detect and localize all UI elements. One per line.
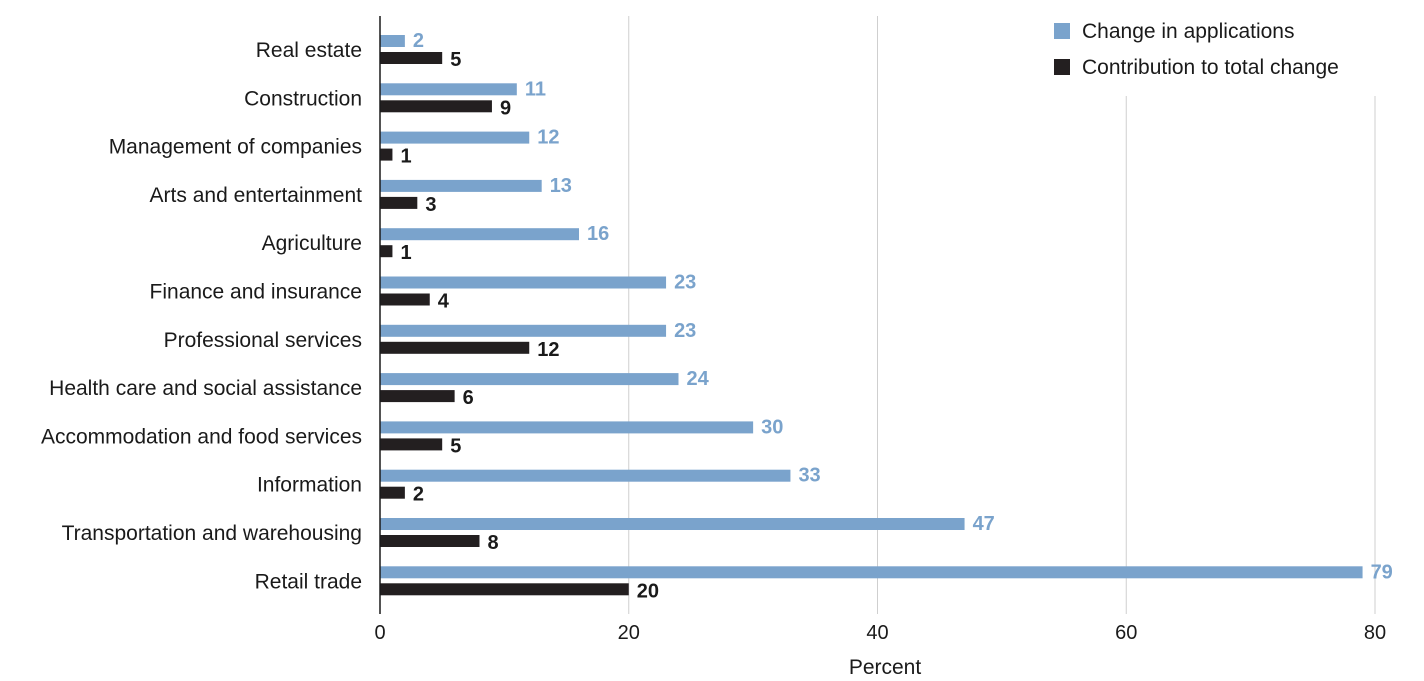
category-label: Finance and insurance — [150, 281, 362, 304]
bar-contribution-to-total-change — [380, 390, 455, 403]
legend: Change in applications Contribution to to… — [1054, 20, 1339, 79]
x-axis-title: Percent — [849, 656, 922, 679]
data-label-contribution-to-total-change: 4 — [438, 291, 450, 313]
data-label-change-in-applications: 11 — [525, 78, 546, 100]
data-label-contribution-to-total-change: 1 — [400, 242, 411, 264]
x-tick-label: 80 — [1364, 622, 1386, 644]
bar-contribution-to-total-change — [380, 52, 443, 64]
category-label: Accommodation and food services — [41, 425, 362, 448]
category-label: Arts and entertainment — [150, 184, 363, 207]
data-label-contribution-to-total-change: 1 — [400, 146, 411, 168]
data-label-change-in-applications: 13 — [550, 175, 572, 197]
category-label: Health care and social assistance — [49, 377, 362, 400]
bar-contribution-to-total-change — [380, 100, 492, 113]
data-label-contribution-to-total-change: 12 — [537, 339, 559, 361]
data-label-contribution-to-total-change: 2 — [413, 484, 424, 506]
x-axis-ticks: 0 20 40 60 80 — [374, 622, 1386, 644]
bar-contribution-to-total-change — [380, 341, 530, 354]
category-label: Professional services — [164, 329, 362, 352]
data-label-contribution-to-total-change: 20 — [637, 580, 659, 602]
bar-change-in-applications — [380, 83, 517, 96]
x-tick-label: 40 — [866, 622, 888, 644]
category-labels: Real estate Construction Management of com… — [41, 39, 362, 593]
bar-contribution-to-total-change — [380, 148, 393, 161]
bar-change-in-applications — [380, 324, 667, 337]
value-labels: 2 5 11 9 12 1 13 3 16 1 23 4 23 12 24 6 30 5 33 2 47 8 79 20 — [400, 30, 1392, 602]
data-label-change-in-applications: 23 — [674, 272, 696, 294]
data-label-change-in-applications: 24 — [687, 368, 710, 390]
data-label-change-in-applications: 2 — [413, 30, 424, 52]
category-label: Agriculture — [262, 232, 362, 255]
bar-change-in-applications — [380, 131, 530, 144]
bar-change-in-applications — [380, 35, 405, 47]
category-label: Retail trade — [255, 570, 362, 593]
bar-change-in-applications — [380, 566, 1363, 579]
legend-label: Change in applications — [1082, 20, 1294, 43]
data-label-contribution-to-total-change: 9 — [500, 97, 511, 119]
gridlines — [628, 16, 1376, 614]
bar-change-in-applications — [380, 179, 542, 192]
category-label: Management of companies — [109, 136, 362, 159]
bar-change-in-applications — [380, 469, 791, 482]
bars — [380, 35, 1363, 596]
legend-label: Contribution to total change — [1082, 56, 1339, 79]
category-label: Real estate — [256, 39, 362, 62]
bar-contribution-to-total-change — [380, 245, 393, 258]
x-tick-label: 0 — [374, 622, 385, 644]
bar-contribution-to-total-change — [380, 583, 629, 596]
category-label: Construction — [244, 87, 362, 110]
data-label-contribution-to-total-change: 6 — [463, 387, 474, 409]
bar-change-in-applications — [380, 276, 667, 289]
bar-change-in-applications — [380, 228, 579, 241]
data-label-contribution-to-total-change: 3 — [425, 194, 436, 216]
bar-change-in-applications — [380, 421, 754, 434]
data-label-change-in-applications: 16 — [587, 223, 609, 245]
legend-swatch — [1054, 59, 1070, 75]
data-label-change-in-applications: 47 — [973, 513, 995, 535]
bar-contribution-to-total-change — [380, 293, 430, 306]
data-label-contribution-to-total-change: 5 — [450, 49, 461, 71]
data-label-contribution-to-total-change: 5 — [450, 435, 461, 457]
bar-contribution-to-total-change — [380, 438, 443, 451]
data-label-change-in-applications: 30 — [761, 416, 783, 438]
data-label-change-in-applications: 23 — [674, 320, 696, 342]
bar-contribution-to-total-change — [380, 486, 405, 499]
data-label-change-in-applications: 33 — [798, 465, 820, 487]
legend-swatch — [1054, 23, 1070, 39]
bar-contribution-to-total-change — [380, 535, 480, 547]
data-label-contribution-to-total-change: 8 — [488, 532, 499, 554]
x-tick-label: 60 — [1115, 622, 1137, 644]
bar-change-in-applications — [380, 373, 679, 386]
bar-contribution-to-total-change — [380, 196, 418, 209]
data-label-change-in-applications: 12 — [537, 127, 559, 149]
x-tick-label: 20 — [618, 622, 640, 644]
data-label-change-in-applications: 79 — [1371, 561, 1393, 583]
category-label: Transportation and warehousing — [62, 522, 362, 545]
bar-change-in-applications — [380, 518, 965, 530]
category-label: Information — [257, 474, 362, 497]
